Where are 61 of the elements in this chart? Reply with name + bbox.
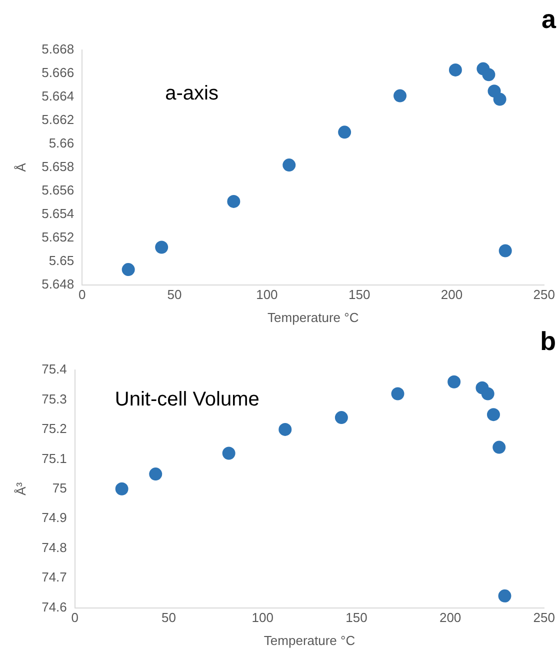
point [394, 89, 407, 102]
point [122, 263, 135, 276]
y-tick-label: 74.7 [42, 570, 67, 585]
y-tick-label: 5.65 [48, 252, 74, 268]
x-tick-label: 200 [440, 287, 463, 302]
x-tick-label: 250 [533, 610, 556, 626]
text: b [540, 326, 556, 356]
x-tick-label: 50 [162, 610, 176, 626]
y-tick-label: 5.668 [42, 42, 74, 57]
y-tick-label: 5.658 [42, 158, 74, 174]
x-tick-label: 250 [533, 287, 556, 302]
x-tick-label: 100 [252, 610, 274, 626]
point [222, 446, 236, 460]
x-tick-label: 150 [346, 610, 368, 626]
text: a [542, 4, 557, 34]
y-tick-label: 74.9 [42, 510, 67, 526]
x-axis-title: Temperature °C [268, 310, 359, 325]
y-tick-label: 5.654 [42, 206, 74, 221]
y-axis-title: Å [13, 162, 28, 172]
point [448, 63, 462, 76]
y-tick-label: 5.664 [42, 88, 74, 104]
point [155, 240, 168, 254]
point [149, 468, 162, 481]
x-tick-label: 100 [256, 287, 278, 302]
y-tick-label: 74.6 [42, 599, 67, 614]
y-tick-label: 75.1 [42, 450, 67, 466]
point [334, 411, 348, 424]
point [448, 375, 461, 388]
y-tick-label: 5.66 [48, 136, 74, 150]
y-tick-label: 5.656 [42, 182, 74, 198]
y-tick-label: 75.3 [42, 391, 67, 406]
point [482, 68, 496, 82]
point [498, 244, 512, 258]
point [493, 92, 506, 106]
y-axis-title: Å³ [13, 482, 28, 496]
annotation: a-axis [165, 82, 218, 105]
point [492, 440, 506, 454]
y-tick-label: 5.662 [42, 112, 74, 128]
annotation: Unit-cell Volume [114, 388, 260, 411]
point [278, 422, 292, 436]
y-tick-label: 75.2 [42, 421, 67, 436]
y-tick-label: 5.666 [42, 65, 74, 80]
x-tick-label: 0 [71, 610, 79, 626]
y-tick-label: 75.4 [42, 362, 67, 377]
point [338, 126, 352, 139]
y-tick-label: 74.8 [42, 540, 67, 555]
x-tick-label: 150 [348, 287, 370, 302]
x-axis-title: Temperature °C [264, 632, 356, 648]
y-tick-label: 5.648 [42, 276, 74, 292]
point [486, 408, 500, 422]
point [391, 387, 404, 400]
y-tick-label: 5.652 [42, 229, 74, 244]
point [498, 589, 512, 602]
x-tick-label: 200 [439, 610, 462, 626]
point [481, 387, 494, 400]
x-tick-label: 50 [167, 287, 182, 302]
x-tick-label: 0 [78, 287, 86, 302]
point [115, 482, 128, 496]
point [282, 158, 296, 172]
y-tick-label: 75 [52, 480, 67, 496]
point [227, 194, 240, 208]
